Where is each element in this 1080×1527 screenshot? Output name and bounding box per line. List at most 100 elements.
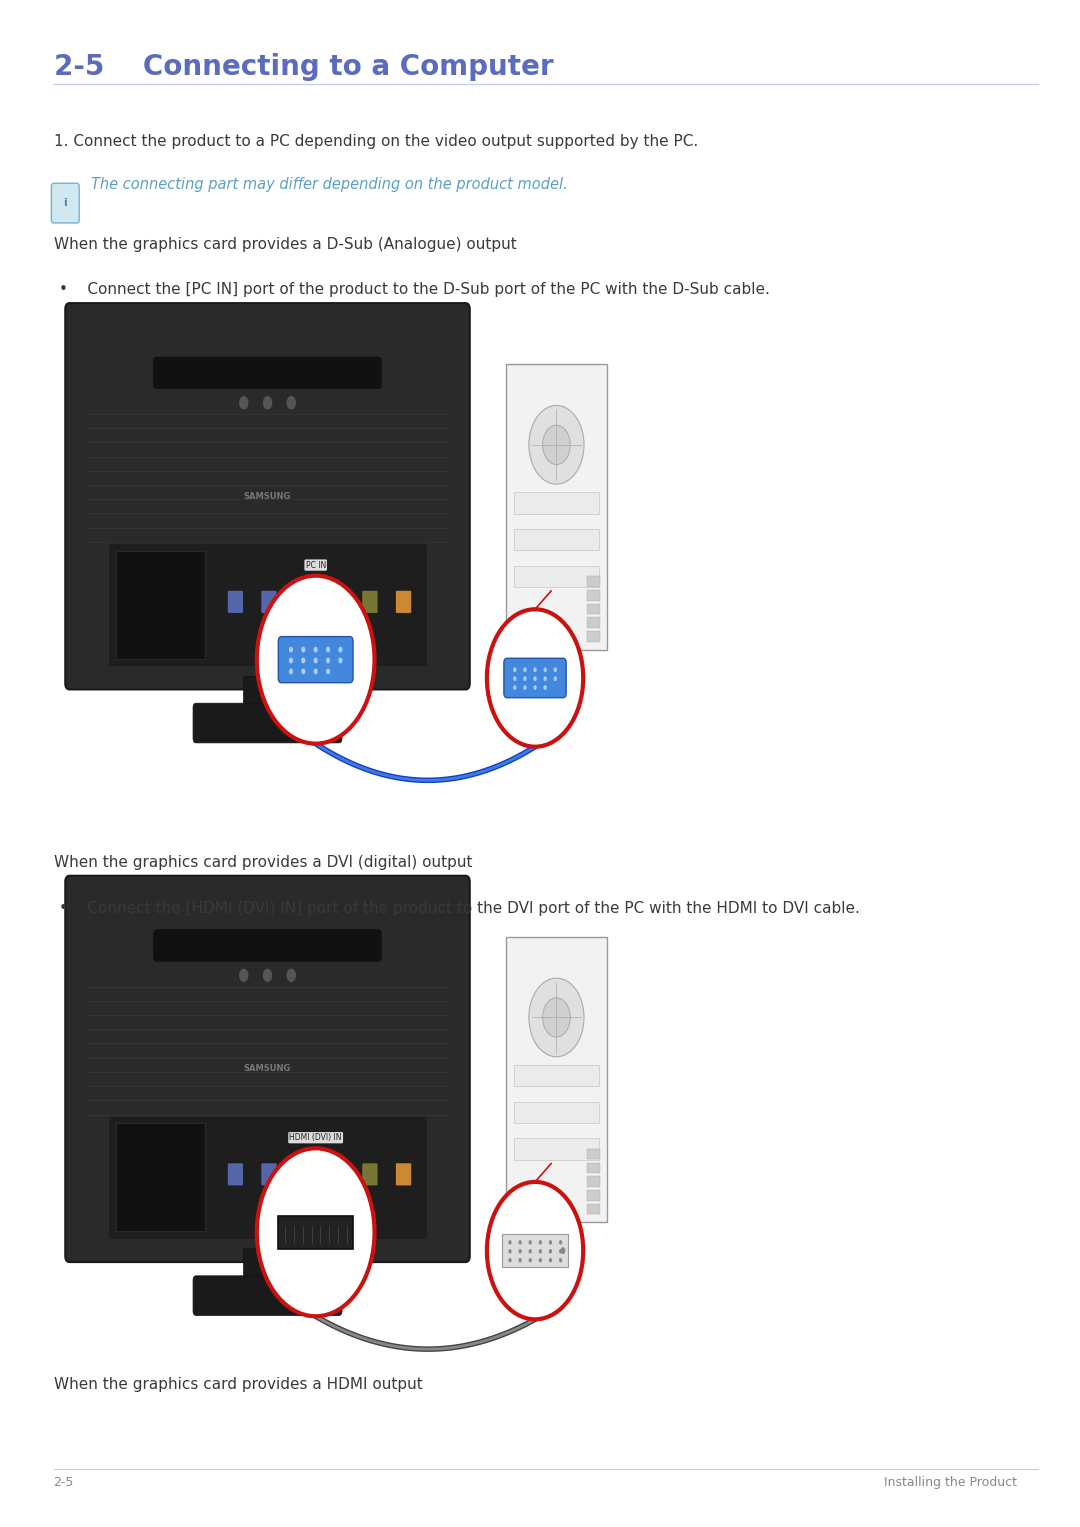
FancyBboxPatch shape: [395, 591, 411, 614]
Text: Installing the Product: Installing the Product: [883, 1475, 1016, 1489]
FancyBboxPatch shape: [193, 702, 342, 744]
Text: i: i: [64, 199, 67, 208]
Circle shape: [286, 968, 296, 982]
Circle shape: [534, 686, 537, 690]
FancyBboxPatch shape: [65, 302, 470, 690]
Circle shape: [543, 667, 546, 672]
Circle shape: [288, 669, 293, 675]
FancyBboxPatch shape: [588, 1148, 600, 1159]
Circle shape: [513, 676, 516, 681]
Text: HDMI (DVI) IN: HDMI (DVI) IN: [289, 1133, 342, 1142]
FancyBboxPatch shape: [279, 637, 353, 683]
FancyBboxPatch shape: [227, 1164, 243, 1186]
Circle shape: [301, 658, 306, 663]
FancyBboxPatch shape: [52, 183, 79, 223]
Circle shape: [528, 1240, 531, 1245]
Circle shape: [338, 646, 342, 652]
Circle shape: [487, 1182, 583, 1319]
FancyBboxPatch shape: [261, 591, 276, 614]
Circle shape: [262, 968, 272, 982]
Circle shape: [539, 1240, 542, 1245]
Circle shape: [528, 1258, 531, 1263]
FancyBboxPatch shape: [588, 1176, 600, 1186]
FancyBboxPatch shape: [514, 1101, 599, 1122]
Circle shape: [286, 395, 296, 409]
Circle shape: [559, 1258, 563, 1263]
Circle shape: [301, 646, 306, 652]
FancyBboxPatch shape: [153, 357, 381, 388]
FancyBboxPatch shape: [588, 603, 600, 614]
Circle shape: [539, 1258, 542, 1263]
Circle shape: [543, 676, 546, 681]
Circle shape: [326, 658, 330, 663]
FancyBboxPatch shape: [328, 591, 345, 614]
Circle shape: [549, 1258, 552, 1263]
FancyBboxPatch shape: [328, 1164, 345, 1186]
FancyBboxPatch shape: [243, 1249, 293, 1286]
Circle shape: [262, 395, 272, 409]
Circle shape: [509, 1249, 512, 1254]
Circle shape: [288, 646, 293, 652]
FancyBboxPatch shape: [153, 930, 381, 962]
FancyBboxPatch shape: [108, 544, 427, 666]
Circle shape: [518, 1258, 522, 1263]
FancyBboxPatch shape: [362, 1164, 378, 1186]
FancyBboxPatch shape: [588, 617, 600, 628]
Circle shape: [542, 425, 570, 464]
Text: SAMSUNG: SAMSUNG: [244, 1064, 292, 1073]
Circle shape: [559, 1249, 563, 1254]
Text: •    Connect the [PC IN] port of the product to the D-Sub port of the PC with th: • Connect the [PC IN] port of the produc…: [58, 282, 770, 298]
Circle shape: [487, 609, 583, 747]
FancyBboxPatch shape: [279, 1215, 353, 1249]
Circle shape: [528, 1249, 531, 1254]
FancyBboxPatch shape: [295, 1164, 311, 1186]
FancyBboxPatch shape: [514, 1138, 599, 1159]
Circle shape: [288, 658, 293, 663]
Text: •    Connect the [HDMI (DVI) IN] port of the product to the DVI port of the PC w: • Connect the [HDMI (DVI) IN] port of th…: [58, 901, 860, 916]
Text: 2-5    Connecting to a Computer: 2-5 Connecting to a Computer: [54, 53, 553, 81]
Circle shape: [523, 676, 527, 681]
FancyBboxPatch shape: [514, 528, 599, 550]
Circle shape: [301, 669, 306, 675]
Text: When the graphics card provides a D-Sub (Analogue) output: When the graphics card provides a D-Sub …: [54, 237, 516, 252]
Circle shape: [338, 658, 342, 663]
FancyBboxPatch shape: [65, 876, 470, 1261]
FancyBboxPatch shape: [261, 1164, 276, 1186]
FancyBboxPatch shape: [588, 589, 600, 600]
FancyBboxPatch shape: [588, 1190, 600, 1200]
Circle shape: [509, 1240, 512, 1245]
Circle shape: [554, 667, 557, 672]
Circle shape: [326, 646, 330, 652]
FancyBboxPatch shape: [501, 1234, 568, 1267]
FancyBboxPatch shape: [243, 675, 293, 712]
Circle shape: [518, 1249, 522, 1254]
FancyBboxPatch shape: [588, 1162, 600, 1173]
FancyBboxPatch shape: [507, 938, 607, 1222]
Circle shape: [513, 667, 516, 672]
Circle shape: [559, 1240, 563, 1245]
Circle shape: [529, 979, 584, 1057]
Circle shape: [549, 1249, 552, 1254]
FancyBboxPatch shape: [514, 565, 599, 586]
Circle shape: [534, 676, 537, 681]
Circle shape: [561, 1248, 566, 1254]
Circle shape: [523, 667, 527, 672]
Text: When the graphics card provides a DVI (digital) output: When the graphics card provides a DVI (d…: [54, 855, 472, 870]
Text: 1. Connect the product to a PC depending on the video output supported by the PC: 1. Connect the product to a PC depending…: [54, 134, 698, 150]
FancyBboxPatch shape: [588, 576, 600, 586]
FancyBboxPatch shape: [108, 1116, 427, 1238]
Circle shape: [313, 646, 318, 652]
Circle shape: [543, 686, 546, 690]
FancyBboxPatch shape: [588, 631, 600, 641]
Circle shape: [549, 1240, 552, 1245]
Circle shape: [257, 1148, 375, 1316]
FancyBboxPatch shape: [193, 1277, 342, 1316]
Circle shape: [523, 686, 527, 690]
Circle shape: [313, 658, 318, 663]
FancyBboxPatch shape: [395, 1164, 411, 1186]
Circle shape: [539, 1249, 542, 1254]
FancyBboxPatch shape: [514, 1064, 599, 1086]
Circle shape: [554, 676, 557, 681]
Circle shape: [326, 669, 330, 675]
Circle shape: [534, 667, 537, 672]
